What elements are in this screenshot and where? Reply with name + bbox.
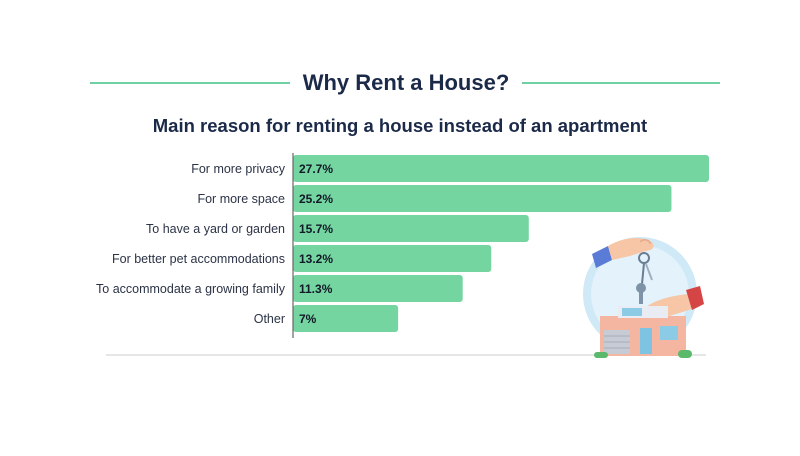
category-label: For better pet accommodations bbox=[112, 252, 285, 266]
value-label: 11.3% bbox=[299, 282, 333, 296]
bar-2 bbox=[293, 215, 529, 242]
title-row: Why Rent a House? bbox=[90, 66, 720, 100]
value-label: 13.2% bbox=[299, 252, 333, 266]
value-label: 27.7% bbox=[299, 162, 333, 176]
title-rule-right bbox=[522, 82, 720, 84]
category-label: To have a yard or garden bbox=[146, 222, 285, 236]
title-rule-left bbox=[90, 82, 290, 84]
bar-0 bbox=[293, 155, 709, 182]
category-label: Other bbox=[254, 312, 285, 326]
hand-with-house-keys-icon bbox=[583, 237, 704, 358]
bar-3 bbox=[293, 245, 492, 272]
chart-subtitle: Main reason for renting a house instead … bbox=[152, 115, 648, 136]
value-label: 25.2% bbox=[299, 192, 333, 206]
value-label: 7% bbox=[299, 312, 317, 326]
category-label: To accommodate a growing family bbox=[96, 282, 286, 296]
value-label: 15.7% bbox=[299, 222, 333, 236]
category-label: For more privacy bbox=[191, 162, 286, 176]
bar-4 bbox=[293, 275, 463, 302]
category-label: For more space bbox=[197, 192, 285, 206]
bars-group: For more privacy 27.7% For more space 25.2%… bbox=[96, 155, 709, 332]
bar-1 bbox=[293, 185, 672, 212]
page-title: Why Rent a House? bbox=[302, 70, 510, 95]
bar-5 bbox=[293, 305, 399, 332]
